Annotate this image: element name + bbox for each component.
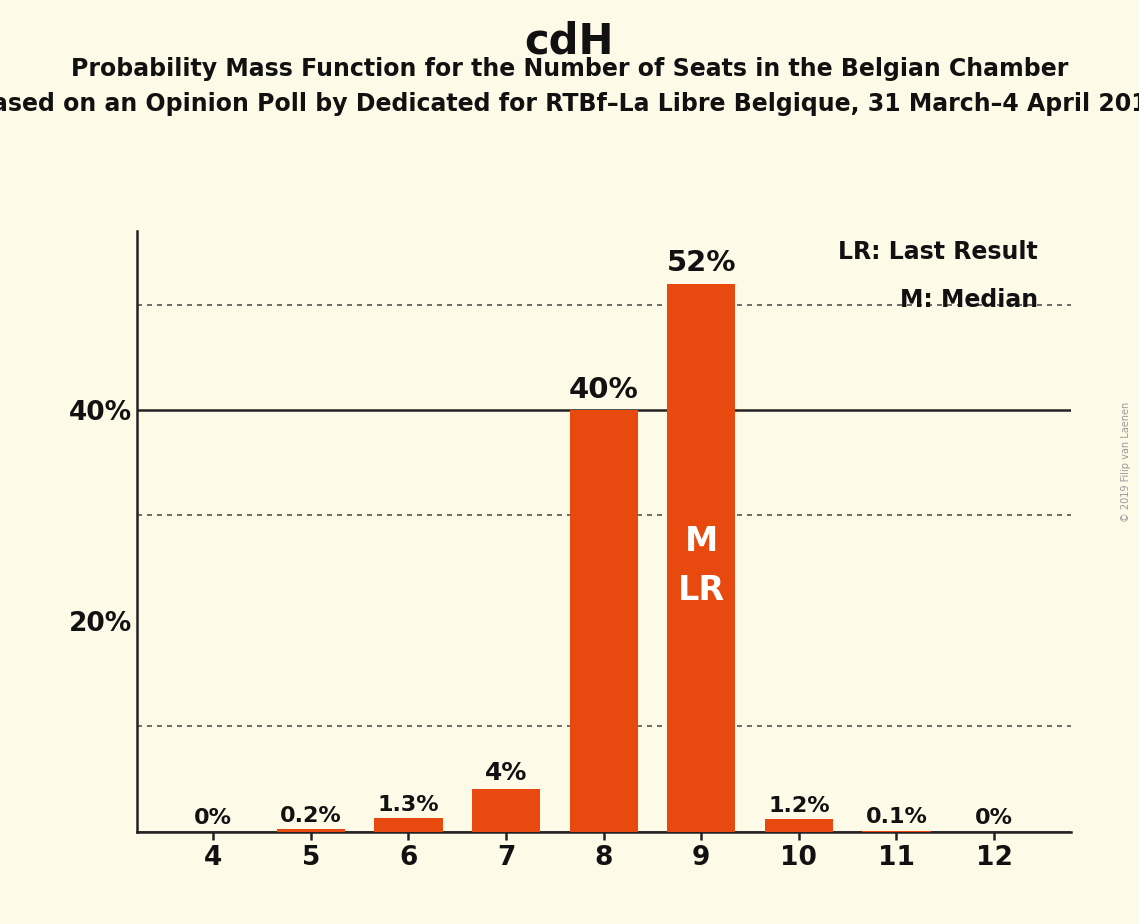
Text: LR: LR [678, 574, 724, 607]
Text: Based on an Opinion Poll by Dedicated for RTBf–La Libre Belgique, 31 March–4 Apr: Based on an Opinion Poll by Dedicated fo… [0, 92, 1139, 116]
Text: cdH: cdH [525, 20, 614, 62]
Bar [375, 818, 443, 832]
Text: 0.1%: 0.1% [866, 808, 927, 827]
Text: © 2019 Filip van Laenen: © 2019 Filip van Laenen [1121, 402, 1131, 522]
Text: 40%: 40% [568, 376, 639, 404]
Bar [472, 789, 540, 832]
Text: LR: Last Result: LR: Last Result [838, 240, 1038, 264]
Bar [667, 284, 736, 832]
Text: 0%: 0% [195, 808, 232, 829]
Bar [764, 819, 833, 832]
Text: 1.2%: 1.2% [768, 796, 829, 816]
Bar [570, 410, 638, 832]
Text: 0%: 0% [975, 808, 1013, 829]
Bar [862, 831, 931, 832]
Text: 4%: 4% [485, 761, 527, 785]
Text: 52%: 52% [666, 249, 736, 277]
Text: Probability Mass Function for the Number of Seats in the Belgian Chamber: Probability Mass Function for the Number… [71, 57, 1068, 81]
Bar [277, 830, 345, 832]
Text: M: M [685, 525, 718, 558]
Text: 0.2%: 0.2% [280, 807, 342, 826]
Text: M: Median: M: Median [900, 288, 1038, 312]
Text: 1.3%: 1.3% [378, 795, 440, 815]
